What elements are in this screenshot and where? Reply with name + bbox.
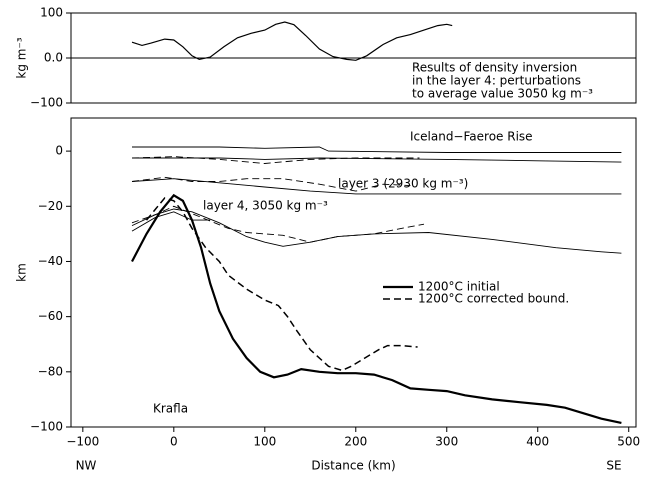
x-tick-label: −100	[66, 435, 99, 449]
annotation: Krafla	[153, 402, 188, 416]
y-axis-label: km	[15, 263, 29, 282]
annotation: in the layer 4: perturbations	[412, 74, 581, 88]
y-tick-label: −40	[38, 254, 63, 268]
y-tick-label: −80	[38, 364, 63, 378]
annotation: layer 3 (2930 kg m⁻³)	[338, 177, 468, 191]
y-tick-label: −100	[30, 420, 63, 434]
data-line	[131, 205, 425, 243]
x-tick-label: 500	[617, 435, 640, 449]
x-tick-label: 0	[170, 435, 178, 449]
annotation: Results of density inversion	[412, 61, 577, 75]
annotation: to average value 3050 kg m⁻³	[412, 87, 593, 101]
annotation: Iceland−Faeroe Rise	[410, 130, 533, 144]
data-line	[145, 197, 418, 372]
data-line	[132, 157, 622, 163]
y-tick-label: −20	[38, 199, 63, 213]
plot-frame	[70, 117, 637, 428]
x-tick-label: 200	[344, 435, 367, 449]
data-line	[131, 176, 411, 192]
data-line	[131, 178, 622, 195]
y-tick-label: 0	[55, 144, 63, 158]
y-tick-label: −100	[30, 96, 63, 110]
data-line	[132, 146, 622, 153]
y-tick-label: −60	[38, 309, 63, 323]
x-tick-label: 300	[435, 435, 458, 449]
y-tick-label: 0.0	[44, 51, 63, 65]
data-line	[131, 193, 622, 424]
y-tick-label: 100	[40, 6, 63, 20]
data-line	[131, 21, 453, 61]
data-line	[131, 208, 622, 254]
x-tick-label: 100	[253, 435, 276, 449]
data-line	[131, 156, 420, 164]
x-tick-label: 400	[526, 435, 549, 449]
legend-label: 1200°C corrected bound.	[418, 292, 569, 306]
x-axis-label: Distance (km)	[311, 459, 395, 473]
legend-label: 1200°C initial	[418, 280, 500, 294]
y-axis-label: kg m⁻³	[15, 37, 29, 78]
annotation: SE	[606, 459, 621, 473]
annotation: layer 4, 3050 kg m⁻³	[203, 199, 328, 213]
data-line	[131, 211, 211, 232]
annotation: NW	[76, 459, 97, 473]
